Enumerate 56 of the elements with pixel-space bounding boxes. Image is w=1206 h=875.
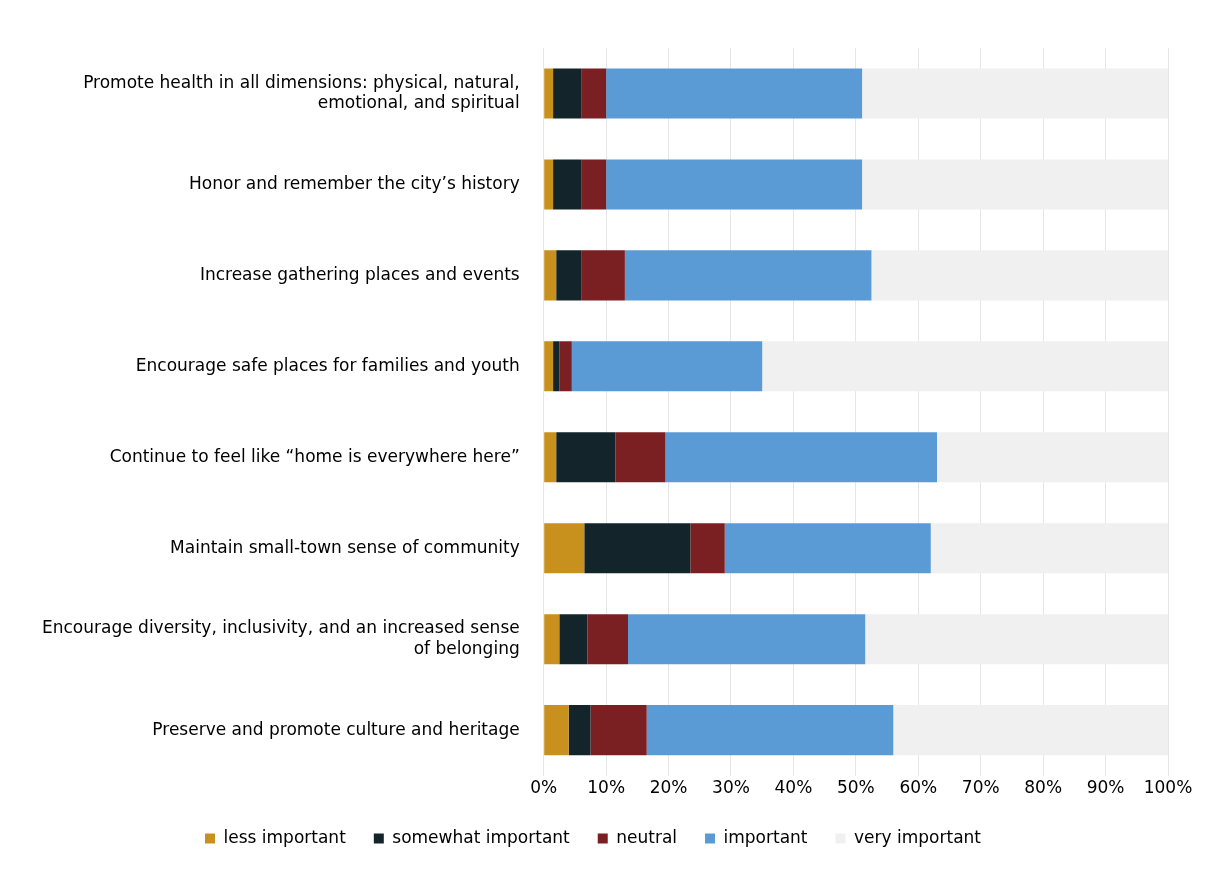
bar — [559, 614, 588, 665]
bar — [606, 159, 863, 210]
bar — [556, 432, 616, 483]
x-tick-label: 60% — [899, 777, 938, 798]
bar — [606, 68, 863, 119]
bar — [724, 523, 931, 574]
bar — [544, 250, 557, 301]
x-tick-label: 90% — [1086, 777, 1125, 798]
x-tick-label: 10% — [587, 777, 626, 798]
x-tick-label: 70% — [961, 777, 1000, 798]
bar — [665, 432, 938, 483]
bar — [624, 250, 872, 301]
bar — [690, 523, 725, 574]
bar — [584, 523, 691, 574]
bar — [544, 432, 557, 483]
bar — [544, 159, 554, 210]
bar — [553, 159, 582, 210]
bar — [590, 705, 647, 756]
bar — [571, 341, 763, 392]
x-tick-label: 50% — [836, 777, 875, 798]
y-tick-label: Promote health in all dimensions: physical, natural, emotional, and spiritual — [83, 71, 520, 113]
bar — [646, 705, 894, 756]
legend-label: very important — [854, 826, 982, 847]
legend-label: important — [723, 826, 808, 847]
bar — [627, 614, 866, 665]
legend-label: somewhat important — [392, 826, 571, 847]
bar — [615, 432, 666, 483]
x-tick-label: 30% — [712, 777, 750, 798]
x-tick-label: 0% — [530, 777, 558, 798]
y-tick-label: Maintain small-town sense of community — [170, 536, 520, 557]
bar — [544, 705, 569, 756]
x-tick-label: 40% — [774, 777, 813, 798]
y-tick-label: Encourage safe places for families and youth — [135, 354, 520, 375]
bar — [556, 250, 582, 301]
legend-label: less important — [223, 826, 347, 847]
bar — [581, 250, 625, 301]
bar — [581, 68, 607, 119]
x-tick-label: 80% — [1024, 777, 1063, 798]
bar — [544, 341, 554, 392]
legend-label: neutral — [616, 826, 678, 847]
bar — [553, 341, 560, 392]
y-tick-label: Increase gathering places and events — [199, 263, 520, 284]
bar — [544, 68, 554, 119]
bar — [544, 523, 585, 574]
bar — [581, 159, 607, 210]
y-tick-label: Continue to feel like “home is everywhere here” — [109, 445, 520, 466]
bar — [559, 341, 572, 392]
y-tick-label: Preserve and promote culture and heritage — [152, 718, 520, 739]
bar — [568, 705, 591, 756]
bar — [544, 614, 560, 665]
bar — [553, 68, 582, 119]
y-tick-label: Honor and remember the city’s history — [189, 172, 520, 193]
y-tick-label: Encourage diversity, inclusivity, and an increased sense of belonging — [41, 617, 520, 658]
bar — [587, 614, 628, 665]
x-tick-label: 100% — [1143, 777, 1193, 798]
x-tick-label: 20% — [649, 777, 688, 798]
